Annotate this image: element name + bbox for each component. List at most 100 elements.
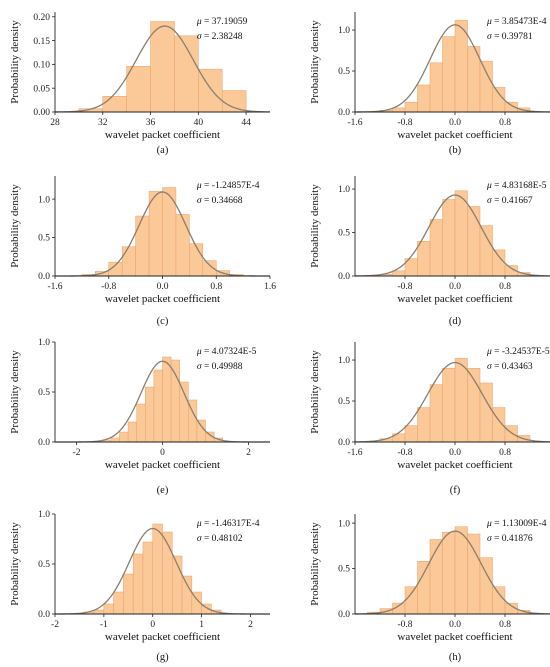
mu-annotation: μ = 4.07324E-5 [196, 347, 257, 357]
histogram-bar [479, 382, 493, 443]
y-tick-label: 0.10 [33, 61, 50, 71]
x-tick-label: 28 [50, 118, 60, 128]
histogram-bar [454, 358, 468, 443]
histogram-bar [221, 90, 247, 113]
x-tick-label: -0.8 [101, 282, 116, 292]
sigma-value: = 0.43463 [492, 362, 533, 372]
mu-symbol: μ [486, 347, 492, 357]
x-tick-label: 0.8 [499, 620, 511, 630]
y-tick-label: 0.20 [33, 13, 50, 23]
y-tick-label: 0.5 [338, 67, 350, 77]
panel-caption: (d) [448, 316, 462, 327]
histogram-bar [442, 36, 456, 113]
x-tick-label: 0.8 [210, 282, 222, 292]
mu-annotation: μ = 4.83168E-5 [486, 181, 547, 191]
mu-value: = -1.24857E-4 [202, 181, 260, 191]
histogram-bar [429, 219, 443, 277]
y-tick-label: 0.5 [38, 560, 50, 570]
histogram-bar [442, 199, 456, 277]
chart-svg-e: -2 0 2 0.0 0.5 1.0 wavelet packet coefficient P… [9, 338, 270, 471]
mu-value: = 4.83168E-5 [492, 181, 547, 191]
x-tick-label: -1.6 [347, 448, 362, 458]
y-tick-label: 0.05 [33, 84, 50, 94]
x-tick-label: 0.0 [157, 282, 169, 292]
y-axis-title: Probability density [309, 522, 321, 606]
panel-caption: (c) [156, 316, 169, 327]
mu-symbol: μ [196, 347, 202, 357]
normal-fit-curve [54, 25, 271, 113]
x-tick-label: -2 [73, 448, 81, 458]
x-tick-label: 40 [194, 118, 204, 128]
y-axis-title: Probability density [9, 522, 21, 606]
x-tick-label: -0.8 [397, 282, 412, 292]
panel-caption: (a) [156, 145, 169, 156]
histogram-bar [126, 66, 151, 113]
normal-fit-curve [354, 361, 550, 443]
y-axis-title: Probability density [9, 20, 21, 104]
y-axis-title: Probability density [309, 20, 321, 104]
chart-svg-c: -1.6 -0.8 0.0 0.8 1.6 0.0 0.5 1.0 wavelet packet… [9, 176, 276, 305]
histogram-bar [492, 586, 506, 615]
x-tick-label: 36 [146, 118, 156, 128]
x-axis-title: wavelet packet coefficient [397, 459, 512, 471]
mu-symbol: μ [486, 17, 492, 27]
sigma-value: = 0.39781 [492, 32, 533, 42]
x-tick-label: -0.8 [397, 620, 412, 630]
sigma-annotation: σ = 2.38248 [197, 32, 243, 42]
mu-value: = 37.19059 [202, 17, 248, 27]
y-tick-label: 0.0 [38, 272, 50, 282]
x-tick-label: 2 [248, 620, 253, 630]
chart-panel-d: -0.8 0.0 0.8 0.0 0.5 1.0 wavelet packet coeffi… [309, 172, 550, 306]
mu-symbol: μ [486, 519, 492, 529]
normal-fit-curve [55, 191, 270, 277]
mu-value: = 4.07324E-5 [202, 347, 257, 357]
chart-svg-a: 28 32 36 40 44 0.00 0.05 0.10 0.15 0.20 wavelet pa… [9, 12, 271, 141]
y-tick-label: 0.5 [338, 397, 350, 407]
x-tick-label: 0 [160, 448, 165, 458]
histogram-bar [442, 367, 456, 443]
panel-caption: (b) [448, 145, 462, 156]
x-axis-title: wavelet packet coefficient [397, 631, 512, 643]
histogram-bar [152, 523, 163, 615]
sigma-symbol: σ [487, 534, 492, 544]
x-tick-label: 0 [150, 620, 155, 630]
sigma-annotation: σ = 0.41876 [487, 534, 533, 544]
mu-value: = 1.13009E-4 [492, 519, 547, 529]
histogram-bar [417, 407, 431, 443]
histogram-bar [479, 225, 493, 277]
histogram-bar [392, 107, 406, 113]
histogram-bar [148, 191, 163, 277]
histogram-bar [504, 425, 518, 443]
y-tick-label: 0.5 [38, 388, 50, 398]
histogram-bar [404, 101, 418, 113]
histogram-bar [404, 425, 418, 443]
sigma-annotation: σ = 0.34668 [197, 196, 243, 206]
y-tick-label: 1.0 [338, 519, 350, 529]
x-axis-title: wavelet packet coefficient [397, 129, 512, 141]
sigma-symbol: σ [487, 362, 492, 372]
x-axis-title: wavelet packet coefficient [397, 293, 512, 305]
sigma-symbol: σ [487, 32, 492, 42]
panel-caption: (e) [156, 485, 169, 496]
histogram-bar [142, 541, 153, 615]
mu-value: = 3.85473E-4 [492, 17, 547, 27]
histogram-bar [110, 437, 120, 443]
mu-symbol: μ [196, 519, 202, 529]
chart-svg-g: -2 -1 0 1 2 0.0 0.5 1.0 wavelet packet coefficie… [9, 510, 270, 643]
x-tick-label: 2 [246, 448, 251, 458]
x-tick-label: 0.0 [449, 282, 461, 292]
sigma-symbol: σ [197, 196, 202, 206]
mu-annotation: μ = -3.24537E-5 [486, 347, 550, 357]
x-tick-label: -0.8 [397, 118, 412, 128]
mu-symbol: μ [196, 17, 202, 27]
y-tick-label: 0.5 [38, 234, 50, 244]
histogram-bar [467, 533, 481, 615]
histogram-bar [103, 603, 114, 615]
x-tick-label: 44 [241, 118, 251, 128]
mu-annotation: μ = -1.46317E-4 [196, 519, 260, 529]
histogram-bar [153, 369, 163, 443]
histogram-bar [454, 526, 468, 615]
